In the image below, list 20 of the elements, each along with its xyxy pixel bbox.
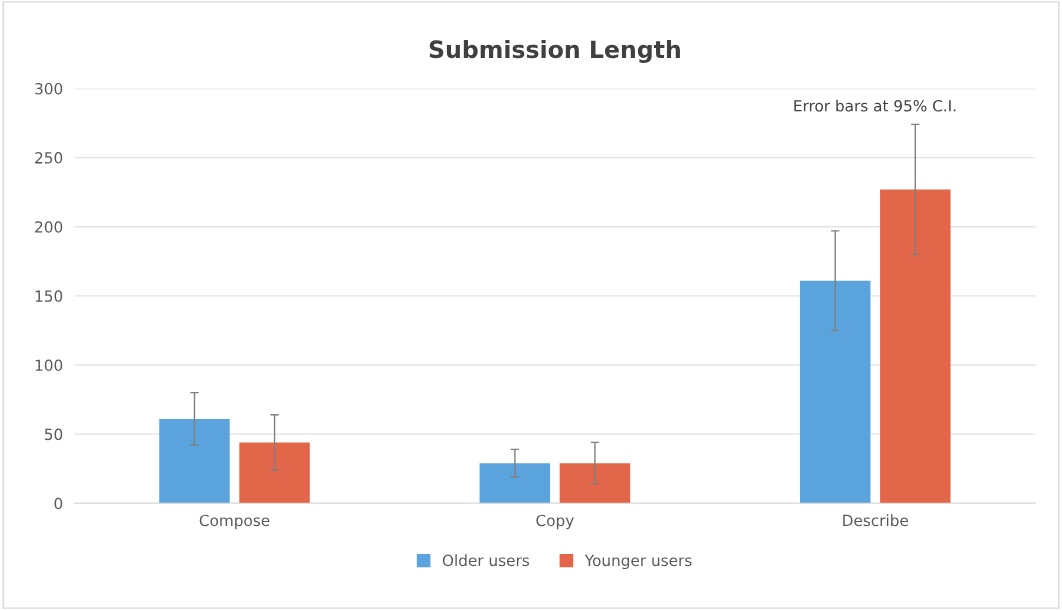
y-tick-label: 50 — [44, 428, 63, 441]
y-tick-label: 150 — [35, 290, 63, 302]
annotation: Error bars at 95% C.I. — [794, 99, 956, 112]
y-tick-label: 100 — [35, 359, 63, 371]
x-tick-label: Copy — [536, 514, 574, 530]
y-tick-label: 300 — [35, 82, 63, 95]
legend-label: Younger users — [584, 554, 692, 570]
bar — [559, 463, 631, 504]
bar — [799, 280, 871, 504]
bar — [239, 442, 310, 504]
y-tick-label: 200 — [35, 221, 63, 233]
x-tick-label: Describe — [843, 514, 909, 527]
legend-label: Older users — [442, 554, 529, 567]
chart-title: Submission Length — [429, 39, 680, 63]
y-tick-label: 250 — [35, 152, 63, 164]
bar — [479, 463, 551, 504]
bar — [880, 189, 951, 504]
y-tick-label: 0 — [54, 497, 63, 510]
x-tick-label: Compose — [199, 514, 270, 530]
bar — [159, 418, 230, 504]
